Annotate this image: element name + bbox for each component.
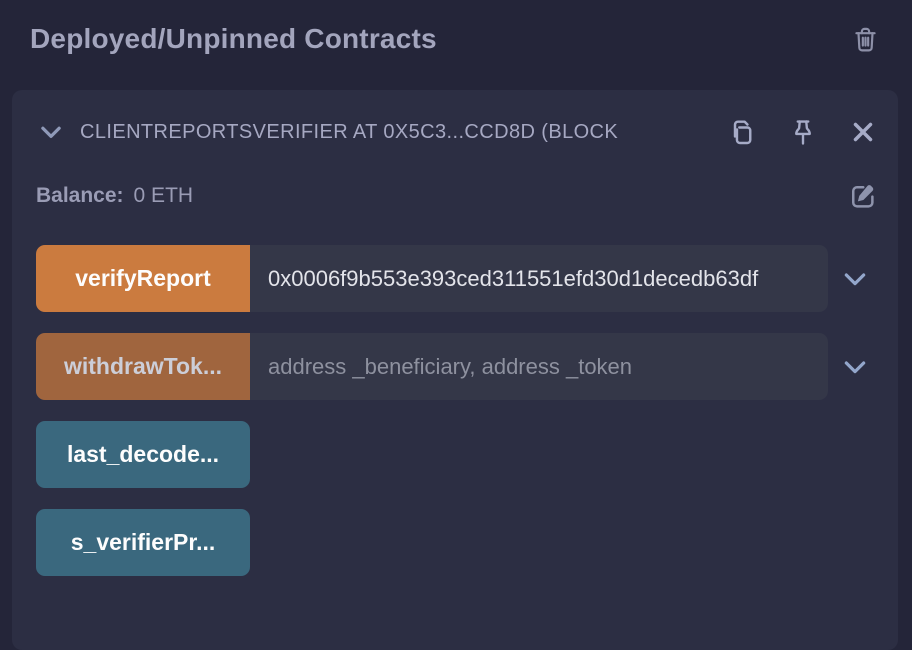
- collapse-contract-button[interactable]: [36, 117, 66, 147]
- copy-address-button[interactable]: [727, 115, 758, 149]
- verify-report-input[interactable]: [250, 245, 828, 312]
- page-title: Deployed/Unpinned Contracts: [30, 23, 437, 54]
- withdraw-token-button[interactable]: withdrawTok...: [36, 333, 250, 400]
- verifier-proxy-button[interactable]: s_verifierPr...: [36, 509, 250, 576]
- function-row: withdrawTok...: [36, 333, 878, 400]
- chevron-down-icon: [839, 263, 871, 295]
- balance-label: Balance:: [36, 184, 124, 207]
- last-decoded-button[interactable]: last_decode...: [36, 421, 250, 488]
- close-icon: [848, 117, 878, 147]
- edit-balance-button[interactable]: [848, 180, 878, 212]
- expand-withdraw-token-button[interactable]: [832, 333, 878, 400]
- withdraw-token-input[interactable]: [250, 333, 828, 400]
- pin-contract-button[interactable]: [788, 116, 818, 149]
- close-contract-button[interactable]: [848, 117, 878, 147]
- expand-verify-report-button[interactable]: [832, 245, 878, 312]
- contract-card: CLIENTREPORTSVERIFIER AT 0X5C3...CCD8D (…: [12, 90, 898, 650]
- contract-title: CLIENTREPORTSVERIFIER AT 0X5C3...CCD8D (…: [80, 120, 619, 143]
- panel-header: Deployed/Unpinned Contracts: [0, 0, 912, 78]
- balance-row: Balance: 0 ETH: [36, 180, 878, 212]
- trash-icon: [851, 24, 880, 55]
- pin-icon: [788, 116, 818, 149]
- chevron-down-icon: [839, 351, 871, 383]
- edit-icon: [848, 180, 878, 212]
- chevron-down-icon: [36, 117, 66, 147]
- balance-value: 0 ETH: [133, 184, 194, 207]
- clear-instances-button[interactable]: [851, 24, 880, 55]
- contract-card-header: CLIENTREPORTSVERIFIER AT 0X5C3...CCD8D (…: [36, 110, 878, 154]
- function-row: s_verifierPr...: [36, 509, 878, 576]
- verify-report-button[interactable]: verifyReport: [36, 245, 250, 312]
- function-row: last_decode...: [36, 421, 878, 488]
- function-row: verifyReport: [36, 245, 878, 312]
- copy-icon: [727, 115, 758, 149]
- contract-actions: [697, 115, 878, 149]
